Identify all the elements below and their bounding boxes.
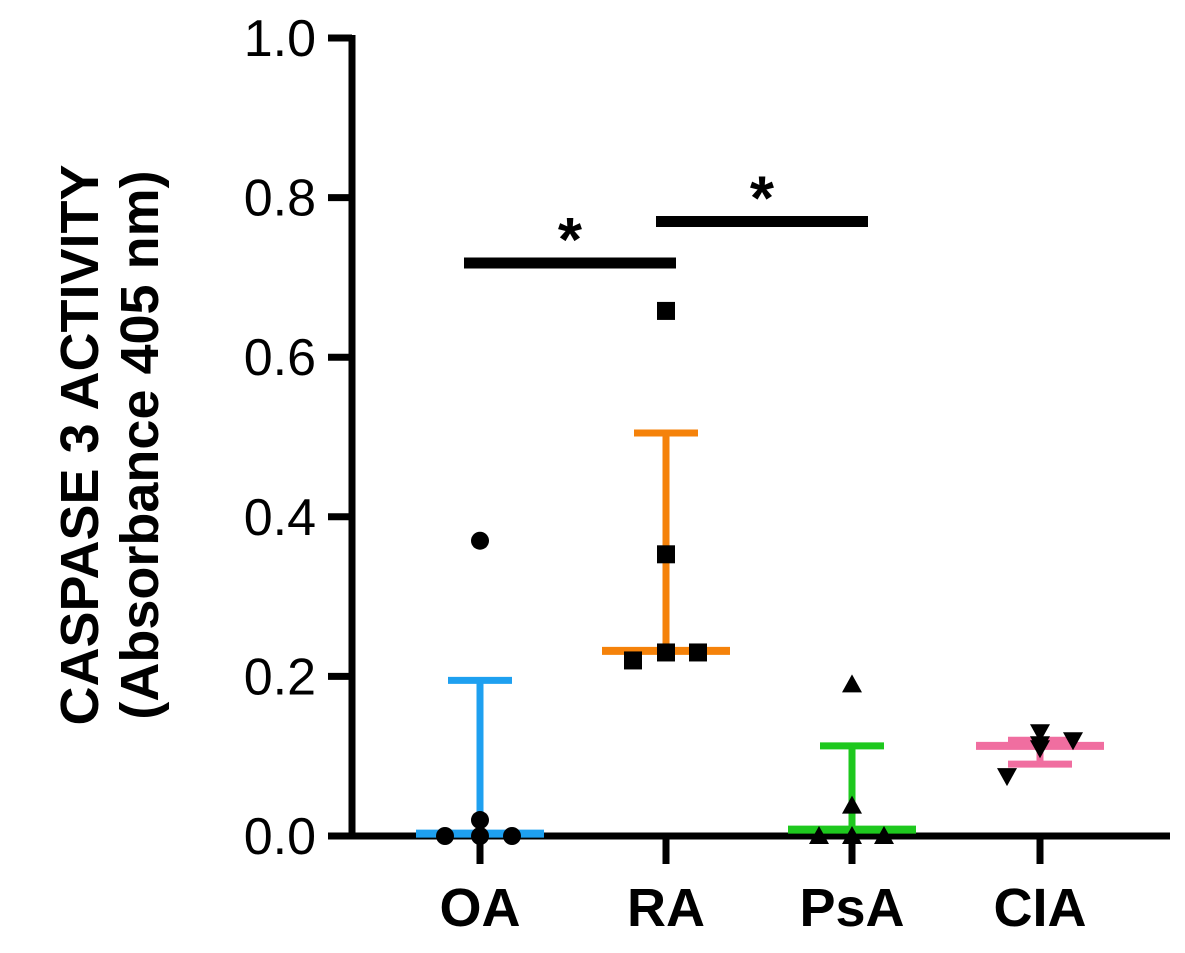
- axes: 0.0 0.2 0.4 0.6 0.8 1.0 OA RA PsA CIA: [244, 10, 1170, 938]
- data-point-triangle-down: [1030, 724, 1050, 743]
- data-point-circle: [471, 827, 489, 845]
- significance-ra-psa: *: [656, 165, 868, 234]
- y-axis-subtitle: (Absorbance 405 nm): [110, 170, 170, 719]
- y-tick-label: 1.0: [244, 10, 316, 68]
- x-tick-label: RA: [627, 878, 705, 938]
- data-point-square: [689, 643, 707, 662]
- group-oa: [416, 531, 544, 845]
- data-point-square: [624, 651, 642, 670]
- x-tick-label: CIA: [994, 878, 1087, 938]
- data-point-triangle-down: [1030, 736, 1050, 755]
- y-tick-label: 0.0: [244, 808, 316, 866]
- group-psa: [788, 674, 916, 844]
- data-point-circle: [471, 811, 489, 830]
- data-point-square: [657, 643, 675, 662]
- data-point-square: [657, 301, 675, 320]
- significance-star: *: [750, 165, 775, 234]
- data-point-square: [657, 545, 675, 564]
- y-axis-label: CASPASE 3 ACTIVITY (Absorbance 405 nm): [50, 164, 170, 725]
- group-ra: [602, 301, 730, 670]
- y-tick-label: 0.8: [244, 170, 316, 228]
- plot-area: **: [416, 165, 1104, 845]
- data-point-triangle-down: [997, 768, 1017, 787]
- y-tick-label: 0.2: [244, 648, 316, 706]
- data-point-triangle-up: [842, 826, 862, 844]
- data-point-triangle-up: [809, 826, 829, 844]
- y-tick-label: 0.4: [244, 489, 316, 547]
- significance-oa-ra: *: [464, 206, 676, 275]
- data-point-triangle-up: [842, 795, 862, 814]
- x-tick-label: PsA: [799, 878, 904, 938]
- significance-star: *: [558, 206, 583, 275]
- group-cia: [976, 724, 1104, 787]
- data-point-circle: [436, 827, 454, 845]
- data-point-triangle-up: [874, 826, 894, 844]
- data-point-triangle-up: [842, 674, 862, 693]
- data-point-circle: [471, 531, 489, 550]
- y-axis-title: CASPASE 3 ACTIVITY: [50, 164, 110, 725]
- x-tick-label: OA: [440, 878, 521, 938]
- y-tick-label: 0.6: [244, 329, 316, 387]
- data-point-circle: [503, 827, 521, 845]
- data-point-triangle-down: [1063, 732, 1083, 751]
